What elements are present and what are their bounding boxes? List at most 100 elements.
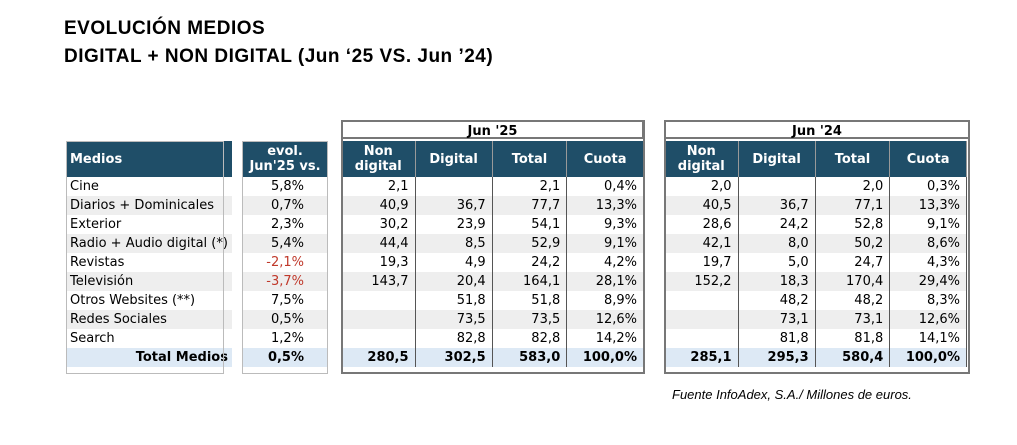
medio-name: Search	[70, 331, 115, 346]
j25-total-cell: 54,1	[491, 215, 568, 234]
evol-value: 1,2%	[270, 331, 304, 346]
evol-value: 5,4%	[242, 234, 328, 253]
j24-cuota-cell: 0,3%	[889, 177, 967, 196]
j24-non-digital-cell: 19,7	[664, 253, 739, 272]
source-note: Fuente InfoAdex, S.A./ Millones de euros…	[672, 387, 912, 402]
j24-non-digital-cell: 42,1	[664, 234, 739, 253]
group-header-jun25: Jun '25	[341, 120, 644, 139]
j25-non-digital-cell	[341, 329, 416, 348]
j24-total-cell: 24,7	[814, 253, 891, 272]
jun24-digital-header: Digital	[737, 141, 816, 177]
j24-cuota-cell: 14,1%	[889, 329, 967, 348]
table-row: 152,2 18,3 170,4 29,4%	[664, 272, 967, 291]
j24-cuota-cell: 8,6%	[889, 234, 967, 253]
j24-total-total: 580,4	[814, 348, 891, 367]
evol-value: 5,8%	[270, 179, 304, 194]
table-row: 40,9 36,7 77,7 13,3%	[341, 196, 644, 215]
title-line-2: DIGITAL + NON DIGITAL (Jun ‘25 VS. Jun ’…	[64, 46, 494, 67]
j24-digital-cell: 8,0	[737, 234, 816, 253]
evol-value: -3,7%	[242, 272, 328, 291]
jun25-table: Non digital Digital Total Cuota 2,1 2,1 0,4…	[341, 141, 644, 367]
medio-name: Radio + Audio digital (*)	[66, 234, 232, 253]
table-row: Televisión	[66, 272, 232, 291]
medio-name: Televisión	[66, 272, 232, 291]
j25-cuota-cell: 4,2%	[566, 253, 644, 272]
table-row: 30,2 23,9 54,1 9,3%	[341, 215, 644, 234]
table-row: 2,0 2,0 0,3%	[664, 177, 967, 196]
jun25-total-header: Total	[491, 141, 568, 177]
group-header-jun24: Jun '24	[664, 120, 970, 139]
j24-total-non-digital: 285,1	[664, 348, 739, 367]
table-row: 82,8 82,8 14,2%	[341, 329, 644, 348]
j24-total-cell: 77,1	[814, 196, 891, 215]
evolution-table: evol. Jun'25 vs. 5,8% 0,7% 2,3% 5,4% -2,1% -3,…	[242, 141, 328, 367]
j24-total-cell: 50,2	[814, 234, 891, 253]
j25-digital-cell: 36,7	[414, 196, 493, 215]
j25-total-cell: 164,1	[491, 272, 568, 291]
table-row: -2,1%	[242, 253, 328, 272]
j24-cuota-cell: 29,4%	[889, 272, 967, 291]
j24-non-digital-cell: 28,6	[664, 215, 739, 234]
table-row: Revistas	[66, 253, 232, 272]
total-label: Total Medios	[66, 348, 232, 367]
table-row: 51,8 51,8 8,9%	[341, 291, 644, 310]
j25-non-digital-cell: 2,1	[341, 177, 416, 196]
table-row: 40,5 36,7 77,1 13,3%	[664, 196, 967, 215]
j24-non-digital-cell	[664, 291, 739, 310]
j24-total-cell: 81,8	[814, 329, 891, 348]
table-row: 0,7%	[242, 196, 328, 215]
jun24-table: Non digital Digital Total Cuota 2,0 2,0 0,3…	[664, 141, 967, 367]
medio-name: Diarios + Dominicales	[66, 196, 232, 215]
medio-name: Redes Sociales	[66, 310, 232, 329]
j25-cuota-cell: 13,3%	[566, 196, 644, 215]
table-row: Otros Websites (**)	[66, 291, 232, 310]
j25-cuota-cell: 28,1%	[566, 272, 644, 291]
j24-cuota-cell: 13,3%	[889, 196, 967, 215]
j24-total-cuota: 100,0%	[889, 348, 967, 367]
table-row: 19,7 5,0 24,7 4,3%	[664, 253, 967, 272]
evol-value: -2,1%	[266, 255, 304, 270]
table-row: 2,1 2,1 0,4%	[341, 177, 644, 196]
table-row: Search	[66, 329, 232, 348]
table-row: 73,1 73,1 12,6%	[664, 310, 967, 329]
j25-cuota-cell: 12,6%	[566, 310, 644, 329]
j25-total-cell: 52,9	[491, 234, 568, 253]
j25-non-digital-cell: 19,3	[341, 253, 416, 272]
table-row: -3,7%	[242, 272, 328, 291]
j24-total-cell: 2,0	[814, 177, 891, 196]
j25-total-total: 583,0	[491, 348, 568, 367]
j25-digital-cell: 51,8	[414, 291, 493, 310]
j25-digital-cell: 73,5	[414, 310, 493, 329]
j25-total-cell: 24,2	[491, 253, 568, 272]
j24-non-digital-cell: 40,5	[664, 196, 739, 215]
j25-non-digital-cell	[341, 291, 416, 310]
j25-digital-cell: 8,5	[414, 234, 493, 253]
j24-digital-cell: 5,0	[737, 253, 816, 272]
jun24-non-digital-header: Non digital	[664, 141, 739, 177]
j24-cuota-cell: 9,1%	[889, 215, 967, 234]
medios-header: Medios	[66, 141, 232, 177]
jun25-digital-header: Digital	[414, 141, 493, 177]
j25-cuota-cell: 8,9%	[566, 291, 644, 310]
table-row: 1,2%	[242, 329, 328, 348]
j24-total-cell: 73,1	[814, 310, 891, 329]
j25-total-cell: 77,7	[491, 196, 568, 215]
medio-name: Cine	[70, 179, 99, 194]
table-row: Diarios + Dominicales	[66, 196, 232, 215]
j25-digital-cell: 20,4	[414, 272, 493, 291]
total-row: Total Medios	[66, 348, 232, 367]
j24-cuota-cell: 4,3%	[889, 253, 967, 272]
j25-non-digital-cell: 44,4	[341, 234, 416, 253]
table-row: 7,5%	[242, 291, 328, 310]
j25-digital-cell: 82,8	[414, 329, 493, 348]
table-row: 5,8%	[242, 177, 328, 196]
j25-cuota-cell: 9,1%	[566, 234, 644, 253]
evol-header: evol. Jun'25 vs.	[242, 141, 328, 177]
j25-total-cell: 73,5	[491, 310, 568, 329]
j24-digital-cell	[737, 177, 816, 196]
j25-total-non-digital: 280,5	[341, 348, 416, 367]
medios-table: Medios Cine Diarios + Dominicales Exterior…	[66, 141, 232, 367]
evol-value: 2,3%	[270, 217, 304, 232]
table-row: Radio + Audio digital (*)	[66, 234, 232, 253]
evol-value: 0,7%	[242, 196, 328, 215]
